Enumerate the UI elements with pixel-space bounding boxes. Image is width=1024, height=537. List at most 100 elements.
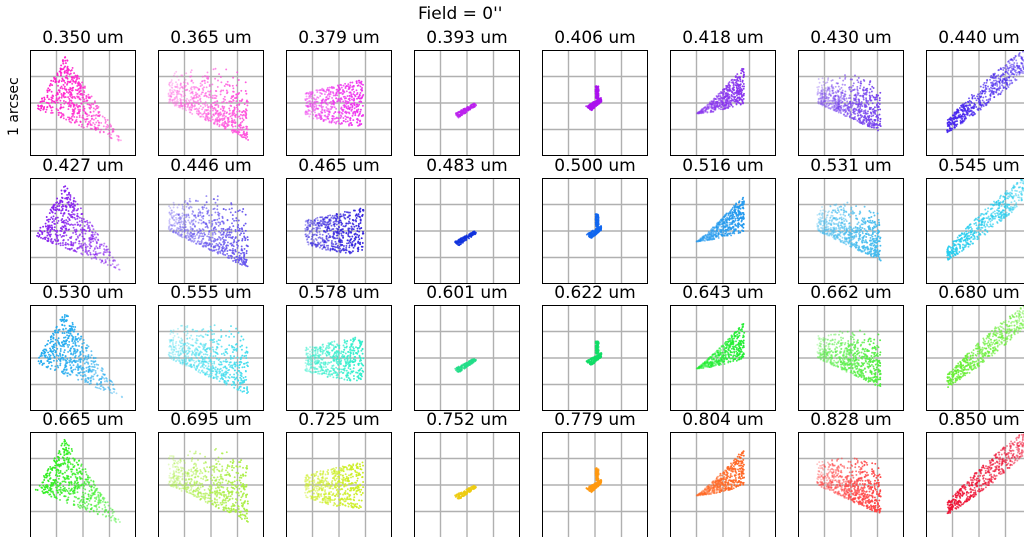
spot-point (172, 102, 175, 105)
spot-point (104, 118, 107, 121)
spot-point (860, 101, 863, 104)
spot-point (200, 241, 203, 243)
spot-point (698, 112, 701, 115)
spot-point (322, 119, 325, 122)
spot-point (224, 115, 227, 118)
spot-point (231, 123, 233, 126)
spot-point (229, 100, 232, 103)
spot-point (100, 243, 103, 246)
spot-point (76, 235, 79, 238)
spot-point (246, 125, 248, 128)
spot-point (1016, 71, 1019, 74)
spot-point (841, 97, 844, 100)
spot-point (187, 219, 190, 222)
spot-point (178, 87, 181, 90)
spot-point (81, 123, 84, 126)
spot-point (204, 109, 207, 111)
spot-point (995, 75, 998, 78)
spot-point (67, 223, 70, 225)
spot-point (50, 224, 53, 227)
spot-point (180, 220, 183, 223)
spot-point (856, 79, 859, 82)
spot-point (69, 69, 72, 72)
spot-point (222, 100, 225, 103)
spot-point (307, 93, 310, 95)
spot-point (60, 96, 63, 99)
spot-point (169, 88, 172, 91)
spot-point (78, 216, 81, 219)
spot-point (57, 242, 60, 245)
spot-point (88, 121, 91, 124)
spot-point (333, 87, 335, 89)
spot-point (168, 211, 171, 214)
spot-point (990, 90, 993, 93)
spot-point (594, 89, 597, 92)
spot-point (981, 103, 984, 106)
spot-point (237, 229, 240, 232)
spot-point (706, 106, 709, 109)
spot-point (188, 232, 191, 235)
spot-point (60, 192, 63, 195)
spot-point (174, 89, 177, 92)
spot-point (193, 232, 196, 235)
spot-point (76, 214, 79, 217)
spot-point (312, 110, 315, 112)
spot-point (207, 113, 210, 115)
spot-point (344, 82, 347, 85)
spot-point (1019, 67, 1022, 70)
spot-point (186, 105, 189, 108)
spot-point (48, 88, 51, 91)
spot-point (878, 113, 881, 116)
spot-point (698, 110, 701, 113)
spot-point (192, 233, 194, 236)
spot-point (734, 79, 737, 81)
spot-point (223, 105, 226, 108)
spot-point (242, 113, 245, 116)
spot-point (194, 237, 197, 240)
spot-point (832, 107, 835, 110)
spot-point (824, 94, 827, 97)
spot-point (230, 97, 233, 100)
spot-point (863, 122, 866, 125)
spot-point (225, 83, 227, 86)
spot-point (357, 95, 360, 98)
spot-point (703, 106, 706, 109)
spot-point (849, 112, 852, 115)
spot-point (1009, 58, 1012, 61)
spot-point (874, 98, 876, 101)
spot-point (877, 129, 879, 132)
spot-point (822, 97, 825, 100)
spot-point (226, 250, 229, 252)
spot-point (713, 100, 715, 103)
spot-point (179, 84, 182, 87)
spot-point (239, 117, 242, 120)
spot-point (237, 128, 240, 131)
spot-point (222, 236, 225, 239)
spot-point (829, 102, 832, 105)
spot-point (710, 102, 713, 105)
spot-point (226, 83, 229, 86)
panel-frame (798, 50, 904, 156)
spot-point (354, 112, 357, 115)
spot-point (73, 207, 76, 210)
spot-point (974, 97, 977, 100)
spot-point (245, 131, 248, 134)
spot-point (103, 251, 105, 253)
spot-point (51, 84, 54, 87)
spot-point (38, 108, 40, 111)
spot-point (181, 105, 184, 108)
spot-point (342, 117, 345, 119)
spot-point (237, 210, 240, 213)
spot-point (89, 247, 92, 250)
spot-point (80, 213, 83, 216)
spot-point (698, 112, 700, 115)
spot-point (223, 112, 226, 115)
spot-point (727, 102, 730, 104)
spot-point (1011, 69, 1014, 72)
spot-point (715, 100, 717, 103)
spot-point (104, 121, 107, 124)
spot-point (698, 110, 701, 113)
spot-point (56, 74, 59, 77)
spot-point (233, 106, 236, 109)
spot-point (245, 134, 248, 137)
